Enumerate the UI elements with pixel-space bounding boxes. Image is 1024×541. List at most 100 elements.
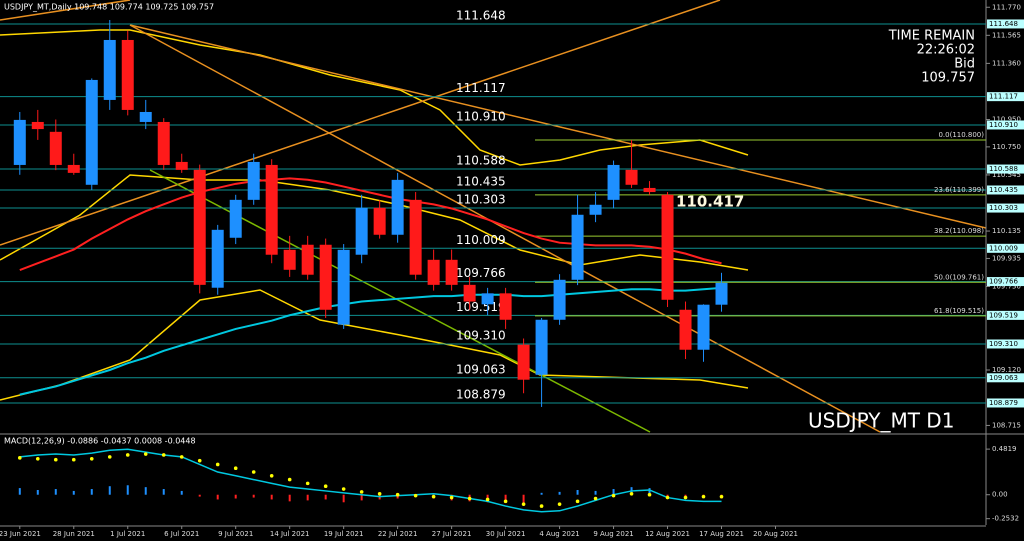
x-tick-label: 4 Aug 2021	[539, 530, 579, 538]
candle-body	[121, 39, 134, 110]
x-tick-label: 20 Aug 2021	[753, 530, 798, 538]
level-label: 110.435	[456, 174, 506, 188]
trend-line	[129, 24, 987, 229]
level-box	[987, 203, 1024, 213]
trend-line	[129, 24, 881, 433]
candle-body	[589, 204, 602, 215]
time-remain: 22:26:02	[917, 43, 975, 58]
bid-label: Bid	[954, 57, 975, 72]
candle-body	[409, 199, 422, 275]
signal-dot	[125, 453, 130, 457]
candle-body	[625, 169, 638, 185]
y-tick-label: 108.715	[992, 421, 1021, 429]
signal-dot	[575, 499, 580, 504]
level-box	[987, 120, 1024, 130]
candle-body	[31, 121, 44, 130]
signal-dot	[377, 491, 382, 496]
candle-body	[337, 249, 350, 325]
signal-dot	[107, 455, 112, 459]
x-tick-label: 1 Jul 2021	[110, 530, 145, 538]
candle-body	[679, 309, 692, 350]
signal-dot	[179, 455, 184, 459]
candle-body	[139, 111, 152, 122]
fib-label: 38.2(110.098)	[934, 227, 984, 235]
signal-dot	[305, 481, 310, 486]
level-box-label: 109.310	[989, 340, 1018, 348]
level-box-label: 110.009	[989, 244, 1018, 252]
candle-body	[247, 161, 260, 200]
fib-label: 23.6(110.399)	[934, 186, 984, 194]
y-tick-label: 109.120	[992, 366, 1021, 374]
y-tick-label: -0.2532	[992, 515, 1019, 523]
candle-body	[373, 207, 386, 235]
fib-label: 61.8(109.515)	[934, 307, 984, 315]
level-box	[987, 373, 1024, 383]
fib-label: 0.0(110.800)	[938, 131, 984, 139]
macd-title: MACD(12,26,9) -0.0886 -0.0437 0.0008 -0.…	[4, 437, 196, 446]
candle-body	[661, 194, 674, 300]
x-tick-label: 19 Jul 2021	[324, 530, 364, 538]
signal-dot	[161, 453, 166, 457]
candle-body	[535, 319, 548, 375]
y-tick-label: 110.545	[992, 171, 1021, 179]
candle-body	[643, 187, 656, 193]
level-label: 109.519	[456, 300, 506, 314]
signal-dot	[665, 495, 670, 500]
candle-body	[13, 119, 26, 165]
level-box	[987, 164, 1024, 174]
band-lower	[0, 289, 749, 401]
candle-body	[301, 244, 314, 275]
level-box	[987, 19, 1024, 29]
level-box-label: 111.648	[989, 20, 1018, 28]
signal-dot	[539, 504, 544, 508]
level-label: 111.648	[456, 8, 506, 22]
x-tick-label: 9 Jul 2021	[218, 530, 253, 538]
candle-body	[49, 131, 62, 165]
level-label: 109.766	[456, 266, 506, 280]
candle-body	[157, 121, 170, 165]
signal-dot	[323, 484, 328, 489]
signal-dot	[251, 470, 256, 474]
signal-dot	[557, 502, 562, 506]
level-box-label: 109.519	[989, 311, 1018, 319]
y-tick-label: 111.360	[992, 59, 1021, 67]
candle-body	[463, 284, 476, 302]
signal-dot	[449, 495, 454, 500]
x-tick-label: 23 Jun 2021	[0, 530, 41, 538]
x-tick-label: 14 Jul 2021	[270, 530, 310, 538]
level-label: 110.009	[456, 233, 506, 247]
level-label: 110.910	[456, 109, 506, 123]
candle-body	[607, 164, 620, 200]
level-label: 110.588	[456, 154, 506, 168]
symbol-label: USDJPY_MT D1	[808, 409, 954, 433]
x-tick-label: 6 Jul 2021	[164, 530, 199, 538]
level-box	[987, 185, 1024, 195]
signal-dot	[17, 456, 22, 460]
level-box-label: 110.435	[989, 186, 1018, 194]
candle-body	[445, 259, 458, 285]
candle-body	[193, 169, 206, 285]
level-box-label: 108.879	[989, 399, 1018, 407]
level-box-label: 110.588	[989, 165, 1018, 173]
signal-dot	[89, 456, 94, 461]
signal-dot	[71, 457, 76, 462]
level-box-label: 109.766	[989, 278, 1018, 286]
candle-body	[67, 164, 80, 173]
level-label: 110.303	[456, 193, 506, 207]
candle-body	[229, 199, 242, 238]
signal-dot	[701, 494, 706, 499]
signal-dot	[503, 499, 508, 504]
level-box-label: 109.063	[989, 374, 1018, 382]
signal-dot	[521, 502, 526, 506]
candle-body	[427, 259, 440, 285]
signal-dot	[341, 487, 346, 491]
chart-title: USDJPY_MT,Daily 109.748 109.774 109.725 …	[4, 3, 214, 12]
signal-dot	[215, 462, 220, 467]
candle-body	[517, 344, 530, 380]
y-tick-label: 109.730	[992, 282, 1021, 290]
candle-body	[481, 293, 494, 305]
signal-dot	[395, 492, 400, 497]
level-box	[987, 277, 1024, 287]
x-tick-label: 17 Aug 2021	[699, 530, 744, 538]
